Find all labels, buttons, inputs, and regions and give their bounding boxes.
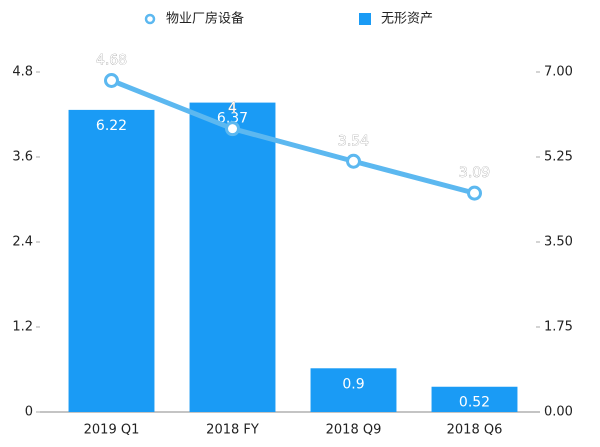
bar-value-label: 6.37	[217, 111, 248, 127]
y-tick-label: 1.2	[12, 320, 33, 335]
y2-tick-label: 5.25	[544, 150, 573, 165]
x-tick-label: 2018 Q6	[447, 423, 503, 438]
legend-marker	[359, 13, 371, 25]
legend-label: 物业厂房设备	[166, 11, 244, 27]
y2-tick-label: 3.50	[544, 235, 573, 250]
x-tick-label: 2018 FY	[206, 423, 259, 438]
line-point	[225, 121, 240, 137]
line-point	[346, 153, 361, 169]
line-point	[104, 73, 119, 88]
line-value-label: 4	[228, 101, 237, 117]
x-tick-label: 2019 Q1	[84, 423, 140, 438]
bar-value-label: 6.22	[96, 118, 127, 134]
y-tick-label: 2.4	[12, 235, 33, 250]
legend-label: 无形资产	[381, 12, 433, 27]
line-value-label: 4.68	[96, 53, 127, 69]
y-tick-label: 3.6	[12, 150, 33, 165]
y-tick-label: 0	[25, 405, 33, 420]
line-value-label: 3.09	[459, 165, 490, 181]
y-tick-label: 4.8	[12, 65, 33, 80]
bar	[431, 386, 518, 412]
y2-tick-label: 1.75	[544, 320, 573, 335]
bar-value-label: 0.9	[342, 376, 364, 392]
y2-tick-label: 0.00	[544, 405, 573, 420]
bar	[68, 109, 155, 412]
legend-marker	[144, 13, 156, 25]
bar	[189, 102, 276, 412]
bar-value-label: 0.52	[459, 395, 490, 411]
bar	[310, 368, 397, 412]
line-value-label: 3.54	[338, 133, 369, 149]
x-tick-label: 2018 Q9	[326, 423, 382, 438]
y2-tick-label: 7.00	[544, 65, 573, 80]
line	[110, 78, 476, 196]
line-point	[467, 185, 482, 201]
